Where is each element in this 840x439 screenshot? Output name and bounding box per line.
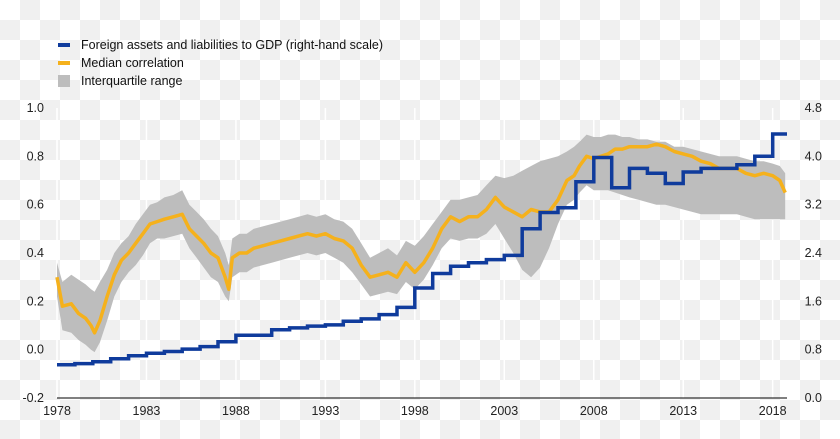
interquartile-band-layer	[57, 134, 786, 353]
y-left-tick-labels: -0.2 0.0 0.2 0.4 0.6 0.8 1.0	[22, 101, 44, 405]
legend-swatch-iqr	[58, 75, 70, 87]
x-tick-label: 1988	[222, 404, 250, 418]
x-tick-label: 1983	[133, 404, 161, 418]
x-tick-label: 2018	[759, 404, 787, 418]
x-tick-label: 1993	[311, 404, 339, 418]
y-right-tick-labels: 0.0 0.8 1.6 2.4 3.2 4.0 4.8	[805, 101, 822, 405]
x-tick-label: 2013	[669, 404, 697, 418]
x-tick-label: 2003	[490, 404, 518, 418]
y-right-tick-label: 2.4	[805, 246, 822, 260]
y-left-tick-label: 0.0	[27, 343, 44, 357]
foreign-assets-line	[57, 132, 787, 367]
x-tick-label: 1998	[401, 404, 429, 418]
y-left-tick-label: 0.8	[27, 149, 44, 163]
y-right-tick-label: 3.2	[805, 198, 822, 212]
legend-label-iqr: Interquartile range	[81, 74, 183, 88]
y-left-tick-label: 0.2	[27, 294, 44, 308]
series-lines-layer	[55, 132, 787, 367]
y-left-tick-label: -0.2	[22, 391, 44, 405]
y-right-tick-label: 4.0	[805, 149, 822, 163]
y-right-tick-label: 0.0	[805, 391, 822, 405]
legend-item-median: Median correlation	[58, 54, 383, 72]
x-tick-label: 2008	[580, 404, 608, 418]
legend-swatch-median	[58, 61, 70, 65]
legend-swatch-foreign	[58, 43, 70, 47]
y-right-tick-label: 4.8	[805, 101, 822, 115]
y-left-tick-label: 0.4	[27, 246, 44, 260]
median-correlation-line	[55, 142, 787, 335]
legend-label-median: Median correlation	[81, 56, 184, 70]
legend-item-foreign: Foreign assets and liabilities to GDP (r…	[58, 36, 383, 54]
y-left-tick-label: 1.0	[27, 101, 44, 115]
y-right-tick-label: 0.8	[805, 343, 822, 357]
legend: Foreign assets and liabilities to GDP (r…	[58, 36, 383, 90]
x-tick-labels: 1978 1983 1988 1993 1998 2003 2008 2013 2018	[43, 404, 787, 418]
y-right-tick-label: 1.6	[805, 294, 822, 308]
x-tick-label: 1978	[43, 404, 71, 418]
legend-label-foreign: Foreign assets and liabilities to GDP (r…	[81, 38, 383, 52]
interquartile-range-band	[57, 134, 786, 353]
legend-item-iqr: Interquartile range	[58, 72, 383, 90]
y-left-tick-label: 0.6	[27, 198, 44, 212]
